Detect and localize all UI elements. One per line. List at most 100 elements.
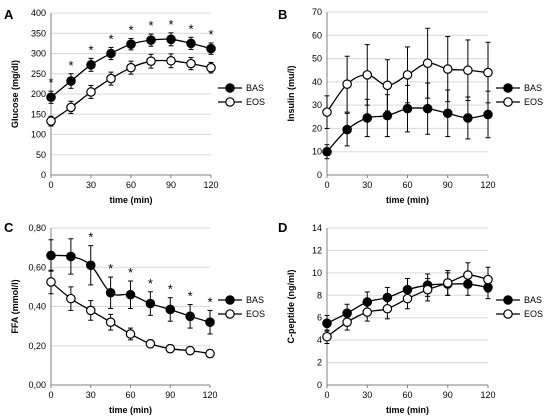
- data-point: [125, 329, 136, 339]
- data-point: [342, 317, 352, 327]
- significance-star: *: [88, 42, 93, 57]
- x-tick-label: 90: [443, 180, 453, 190]
- data-point: [46, 250, 56, 261]
- chart-panel-b: 0 10 20 30 40 50 60 70 0 30 60 90 120 time (min) Insul…: [278, 7, 543, 205]
- legend-label: EOS: [246, 309, 265, 319]
- y-tick-label: 70: [312, 7, 322, 17]
- x-tick-label: 90: [443, 390, 453, 400]
- legend-label: BAS: [524, 83, 542, 93]
- significance-star: *: [207, 294, 212, 309]
- data-point: [85, 305, 96, 316]
- data-point: [146, 56, 156, 66]
- x-tick-label: 60: [125, 390, 135, 400]
- x-tick-label: 0: [324, 390, 329, 400]
- data-point: [322, 107, 332, 117]
- data-point: [402, 103, 413, 114]
- y-axis-title: C-peptide (ng/ml): [286, 270, 296, 344]
- y-tick-label: 8: [317, 290, 322, 300]
- data-point: [463, 65, 473, 76]
- y-tick-label: 6: [317, 313, 322, 323]
- y-axis-title: Insulin (mu/l): [286, 66, 296, 122]
- significance-star: *: [208, 27, 213, 42]
- y-tick-label: 300: [31, 49, 46, 59]
- data-point: [206, 62, 216, 73]
- data-point: [483, 274, 493, 285]
- data-point: [322, 318, 332, 329]
- y-tick-label: 10: [312, 147, 322, 157]
- data-point: [66, 251, 76, 262]
- legend-marker: [225, 83, 235, 93]
- legend: BAS EOS: [496, 83, 543, 107]
- data-point: [85, 260, 96, 271]
- data-point: [46, 92, 56, 103]
- x-tick-label: 30: [362, 390, 372, 400]
- legend-marker: [225, 309, 235, 319]
- data-point: [166, 55, 176, 66]
- significance-star: *: [188, 289, 193, 304]
- legend-marker: [503, 295, 513, 305]
- significance-star: *: [128, 23, 133, 38]
- x-tick-label: 60: [402, 390, 412, 400]
- data-point: [146, 35, 156, 45]
- significance-star: *: [48, 75, 53, 90]
- y-tick-label: 4: [317, 335, 322, 345]
- y-tick-label: 250: [31, 69, 46, 79]
- legend-label: EOS: [524, 97, 543, 107]
- x-tick-label: 30: [86, 180, 96, 190]
- x-tick-label: 60: [126, 180, 136, 190]
- data-point: [382, 110, 393, 121]
- chart-panel-c: 0,00 0,20 0,40 0,60 0,80 0 30 60 90 120 time (min)…: [4, 220, 265, 415]
- chart-panel-a: 0 50 100 150 200 250 300 350 400 0 30 60 90 120 time (…: [4, 7, 265, 205]
- y-tick-label: 40: [312, 77, 322, 87]
- data-point: [186, 58, 196, 69]
- legend-marker: [225, 295, 235, 305]
- legend-label: BAS: [246, 295, 264, 305]
- x-tick-label: 120: [202, 390, 217, 400]
- data-point: [46, 116, 56, 126]
- x-tick-label: 120: [203, 180, 218, 190]
- series-bas: [46, 32, 216, 104]
- data-point: [382, 80, 393, 91]
- significance-star: *: [188, 21, 193, 36]
- data-point: [46, 277, 56, 287]
- panel-label: C: [4, 220, 14, 235]
- legend: BAS EOS: [218, 83, 265, 107]
- x-tick-label: 0: [48, 390, 53, 400]
- data-point: [106, 48, 116, 59]
- series-eos: [46, 53, 216, 127]
- x-tick-label: 90: [165, 390, 175, 400]
- y-tick-label: 100: [31, 130, 46, 140]
- legend-label: EOS: [524, 309, 543, 319]
- y-tick-label: 30: [312, 100, 322, 110]
- data-point: [186, 38, 196, 49]
- y-axis-title: Glucose (mg/dl): [10, 60, 20, 128]
- legend-label: BAS: [524, 295, 542, 305]
- legend-marker: [503, 309, 513, 319]
- y-tick-label: 50: [36, 150, 46, 160]
- y-tick-label: 50: [312, 54, 322, 64]
- y-tick-label: 0,00: [28, 380, 46, 390]
- data-point: [422, 284, 433, 295]
- y-tick-label: 200: [31, 89, 46, 99]
- data-point: [165, 343, 176, 354]
- x-tick-label: 0: [48, 180, 53, 190]
- data-point: [483, 109, 493, 120]
- series-bas: [46, 238, 215, 335]
- x-tick-label: 60: [402, 180, 412, 190]
- significance-star: *: [128, 265, 133, 280]
- legend-marker: [503, 97, 513, 107]
- data-point: [483, 67, 493, 78]
- legend: BAS EOS: [218, 295, 265, 319]
- data-point: [165, 304, 176, 315]
- data-point: [342, 124, 352, 135]
- data-point: [422, 58, 433, 69]
- legend: BAS EOS: [496, 295, 543, 319]
- series-eos: [322, 262, 493, 345]
- significance-star: *: [148, 276, 153, 291]
- x-tick-label: 120: [480, 180, 495, 190]
- legend-label: EOS: [246, 97, 265, 107]
- data-point: [166, 34, 176, 45]
- y-tick-label: 20: [312, 123, 322, 133]
- data-point: [463, 113, 473, 123]
- data-point: [382, 303, 393, 314]
